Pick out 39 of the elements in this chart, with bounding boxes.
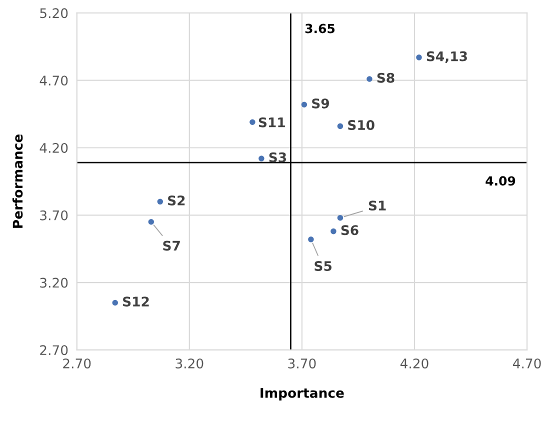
annotation: S10 bbox=[348, 120, 374, 130]
point bbox=[330, 228, 336, 234]
annotation: S11 bbox=[258, 117, 285, 128]
point bbox=[301, 102, 308, 108]
point bbox=[157, 198, 164, 205]
x-tick-label: 4.20 bbox=[400, 358, 428, 368]
annotation: S9 bbox=[312, 98, 329, 108]
y-tick-label: 4.20 bbox=[40, 142, 68, 153]
x-axis-title: Importance bbox=[260, 388, 344, 400]
y-tick-label: 5.20 bbox=[40, 8, 68, 18]
y-tick-label: 3.20 bbox=[40, 278, 68, 288]
point bbox=[258, 156, 264, 162]
point bbox=[112, 300, 118, 306]
point bbox=[337, 214, 344, 221]
point bbox=[308, 236, 314, 242]
point bbox=[250, 119, 256, 126]
y-axis-title: Performance bbox=[12, 134, 23, 228]
annotation: S1 bbox=[368, 200, 386, 211]
annotation: S5 bbox=[314, 261, 332, 272]
x-tick-label: 3.70 bbox=[288, 358, 316, 368]
x-tick-label: 3.20 bbox=[176, 358, 204, 368]
point bbox=[337, 123, 344, 130]
point bbox=[416, 54, 422, 60]
annotation: S2 bbox=[168, 196, 185, 206]
y-tick-label: 4.70 bbox=[40, 76, 68, 86]
ref-line-label: 4.09 bbox=[486, 176, 516, 186]
point bbox=[148, 218, 154, 225]
annotation: S8 bbox=[377, 72, 394, 83]
x-tick-label: 2.70 bbox=[63, 358, 91, 368]
annotation: S3 bbox=[269, 152, 286, 162]
y-tick-label: 3.70 bbox=[40, 210, 68, 220]
annotation: S7 bbox=[163, 240, 180, 251]
annotation: S6 bbox=[341, 225, 358, 236]
annotation: S12 bbox=[123, 296, 149, 307]
x-tick-label: 4.70 bbox=[512, 358, 541, 368]
point bbox=[366, 76, 372, 82]
ref-line-label: 3.65 bbox=[305, 24, 335, 34]
annotation: S4,13 bbox=[426, 51, 467, 63]
y-tick-label: 2.70 bbox=[40, 345, 68, 356]
